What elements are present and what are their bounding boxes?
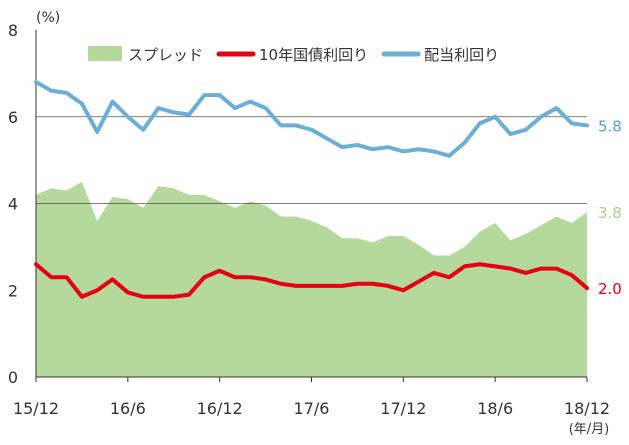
series-line-bond-yield [34, 262, 589, 299]
y-tick-label: 0 [8, 368, 18, 387]
x-tick-label: 18/12 [564, 399, 610, 418]
legend-swatch [88, 46, 122, 61]
x-tick-label: 18/6 [477, 399, 513, 418]
series-area-spread [36, 181, 587, 377]
legend-label: スプレッド [128, 46, 203, 64]
series-line-dividend-yield [34, 80, 589, 158]
y-tick-label: 6 [8, 108, 18, 127]
x-tick-label: 15/12 [13, 399, 59, 418]
axes-layer: 0 2 4 6 8 (%) 15/12 16/6 16/12 17/6 17/12 18/6 18/12… [8, 10, 610, 437]
y-tick-label: 4 [8, 195, 18, 214]
labels-layer: 3.8 2.0 5.8 [598, 117, 622, 298]
y-unit-label: (%) [36, 10, 60, 26]
end-value-label: 5.8 [598, 117, 622, 135]
x-tick-label: 16/6 [110, 399, 146, 418]
x-tick-label: 17/12 [380, 399, 426, 418]
lines-layer [34, 80, 589, 299]
y-tick-label: 8 [8, 21, 18, 40]
y-tick-label: 2 [8, 281, 18, 300]
legend: スプレッド 10年国債利回り 配当利回り [88, 46, 499, 64]
end-value-label: 3.8 [598, 204, 622, 222]
legend-label: 10年国債利回り [259, 46, 368, 64]
end-value-label: 2.0 [598, 280, 622, 298]
x-unit-label: (年/月) [569, 422, 610, 437]
area-layer [36, 181, 587, 377]
x-tick-label: 17/6 [294, 399, 330, 418]
x-tick-label: 16/12 [197, 399, 243, 418]
legend-label: 配当利回り [424, 46, 499, 64]
